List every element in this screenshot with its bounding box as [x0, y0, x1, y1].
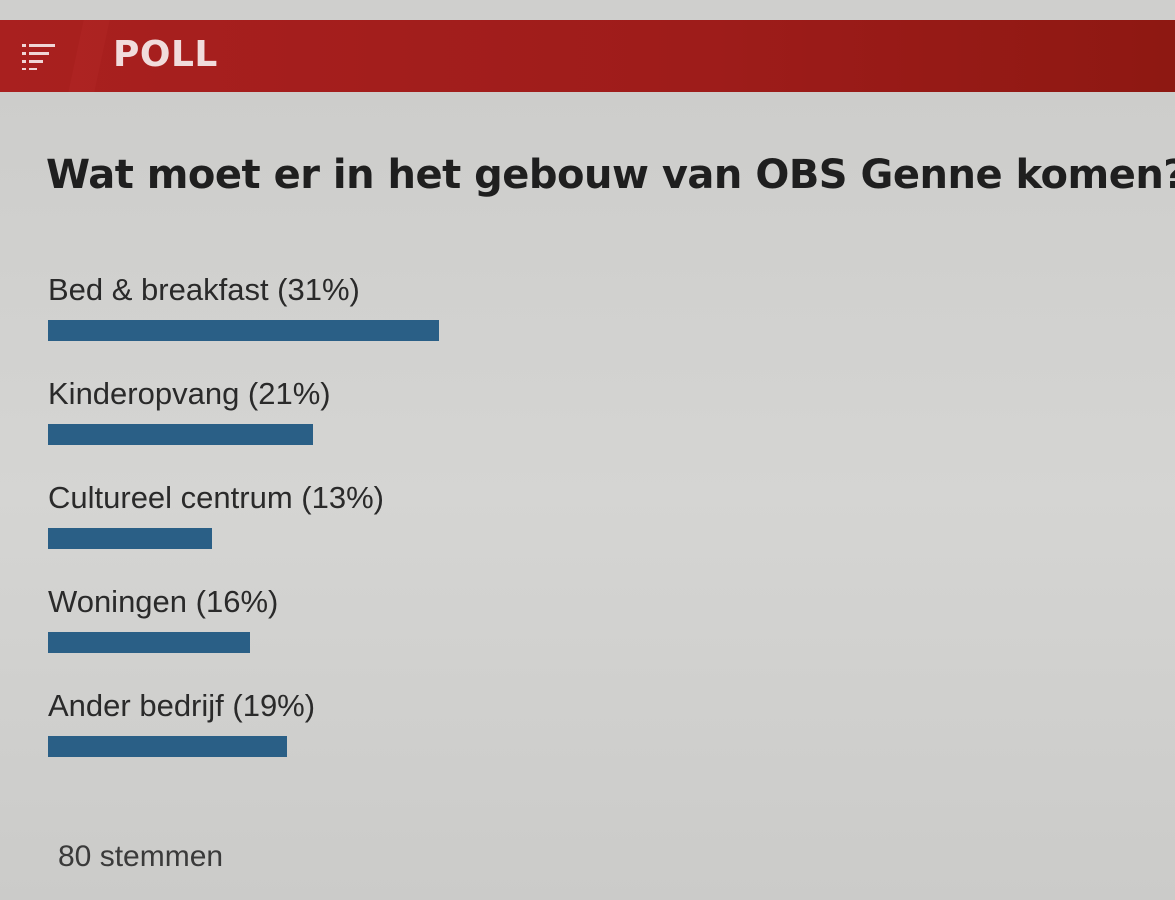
- poll-option-label: Ander bedrijf (19%): [48, 688, 316, 723]
- poll-option[interactable]: Kinderopvang (21%): [48, 376, 1048, 480]
- header-title: POLL: [113, 34, 218, 75]
- list-filter-icon: [22, 44, 55, 70]
- poll-option-label: Bed & breakfast (31%): [48, 272, 360, 307]
- poll-option-bar: [48, 632, 250, 653]
- poll-header: POLL: [0, 20, 1175, 92]
- poll-option-bar: [48, 320, 439, 341]
- vote-count: 80 stemmen: [58, 840, 224, 873]
- top-strip: [0, 0, 1175, 20]
- poll-option-label: Woningen (16%): [48, 584, 279, 619]
- poll-option[interactable]: Woningen (16%): [48, 584, 1048, 688]
- poll-content: Wat moet er in het gebouw van OBS Genne …: [0, 92, 1175, 900]
- poll-option[interactable]: Cultureel centrum (13%): [48, 480, 1048, 584]
- menu-button[interactable]: [0, 20, 90, 92]
- poll-options: Bed & breakfast (31%) Kinderopvang (21%)…: [48, 272, 1048, 792]
- poll-option-bar: [48, 528, 212, 549]
- poll-option[interactable]: Bed & breakfast (31%): [48, 272, 1048, 376]
- poll-question: Wat moet er in het gebouw van OBS Genne …: [46, 152, 1175, 198]
- poll-option-bar: [48, 424, 313, 445]
- poll-option-bar: [48, 736, 288, 757]
- poll-option-label: Cultureel centrum (13%): [48, 480, 384, 515]
- poll-option[interactable]: Ander bedrijf (19%): [48, 688, 1048, 792]
- poll-option-label: Kinderopvang (21%): [48, 376, 331, 411]
